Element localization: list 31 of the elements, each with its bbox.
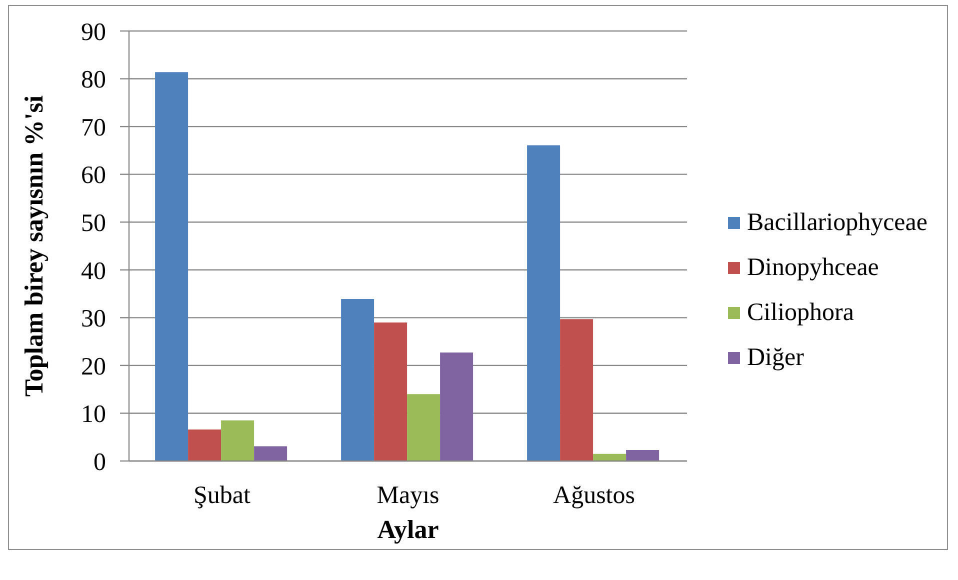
bar — [527, 145, 560, 461]
bar — [221, 420, 254, 461]
bar — [341, 299, 374, 461]
bar — [254, 446, 288, 461]
legend-label: Ciliophora — [747, 298, 854, 326]
x-axis-title: Aylar — [377, 515, 439, 544]
y-tick-label: 40 — [81, 258, 106, 285]
bar — [188, 429, 222, 461]
legend-label: Diğer — [747, 344, 804, 372]
y-tick-label: 10 — [81, 401, 106, 428]
y-tick-label: 60 — [81, 162, 106, 190]
legend-label: Dinopyhceae — [747, 254, 879, 282]
x-tick-label: Mayıs — [376, 482, 440, 509]
x-tick-label: Ağustos — [553, 482, 635, 509]
bar — [626, 450, 660, 461]
bar — [155, 72, 188, 461]
y-tick-label: 90 — [81, 18, 106, 46]
y-tick-label: 70 — [81, 114, 106, 142]
bar — [407, 394, 440, 461]
legend-label: Bacillariophyceae — [747, 208, 928, 236]
y-tick-label: 50 — [81, 210, 106, 237]
bar — [374, 322, 408, 461]
y-tick-label: 30 — [81, 306, 106, 333]
y-tick-label: 80 — [81, 66, 106, 94]
y-tick-label: 20 — [81, 353, 106, 380]
y-tick-label: 0 — [94, 448, 106, 476]
x-tick-label: Şubat — [194, 482, 251, 509]
bar — [593, 454, 626, 461]
bar — [440, 352, 474, 461]
y-axis-title: Toplam birey sayısnın %'si — [19, 95, 48, 397]
bar — [560, 319, 594, 461]
